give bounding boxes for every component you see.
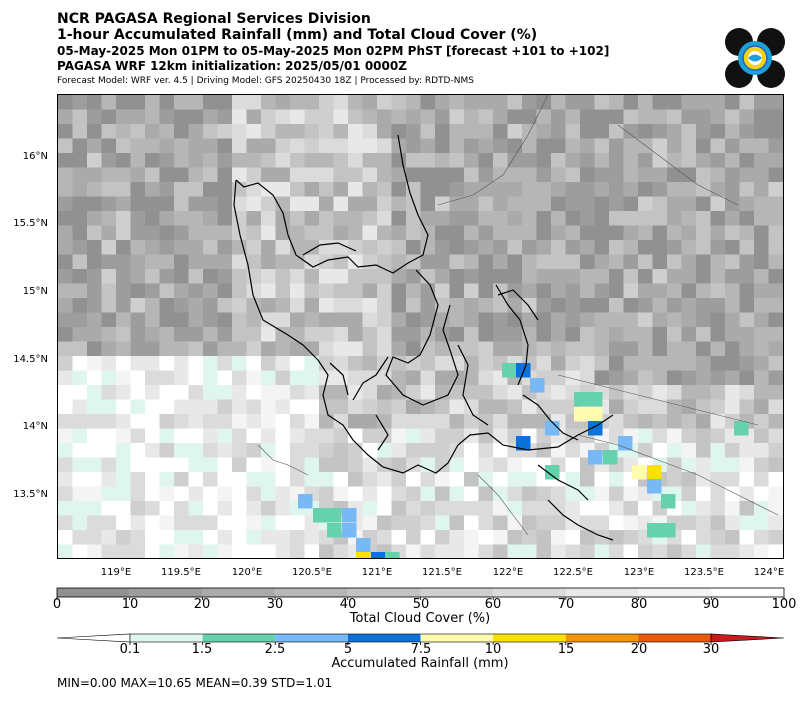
cloud-bin-0 — [57, 588, 130, 597]
cloud-bin-3 — [275, 588, 348, 597]
cloud-tick-20: 20 — [193, 597, 211, 612]
lon-label-119-5: 119.5°E — [161, 567, 201, 578]
lat-label-13-5: 13.5°N — [13, 489, 48, 500]
lon-label-120: 120°E — [231, 567, 263, 578]
rain-bin-5 — [420, 634, 494, 642]
title-line-2: 1-hour Accumulated Rainfall (mm) and Tot… — [57, 27, 538, 43]
lon-label-121-5: 121.5°E — [422, 567, 462, 578]
cloud-colorbar-frame — [56, 587, 785, 598]
map-grid — [58, 95, 783, 558]
rain-bin-1 — [130, 634, 203, 642]
cloud-tick-0: 0 — [52, 597, 62, 612]
rain-tick-30: 30 — [702, 642, 720, 657]
cloud-bin-9 — [711, 588, 784, 597]
rain-tick-20: 20 — [630, 642, 648, 657]
statistics-line: MIN=0.00 MAX=10.65 MEAN=0.39 STD=1.01 — [57, 676, 333, 690]
cloud-bin-5 — [420, 588, 494, 597]
cloud-tick-30: 30 — [266, 597, 284, 612]
coastlines — [233, 134, 614, 541]
lon-label-122-5: 122.5°E — [553, 567, 593, 578]
lat-label-15: 15°N — [22, 286, 48, 297]
lon-label-119: 119°E — [100, 567, 132, 578]
rain-under-triangle — [56, 633, 131, 643]
cloud-tick-70: 70 — [557, 597, 575, 612]
lat-label-16: 16°N — [22, 151, 48, 162]
rain-tick-10: 10 — [484, 642, 502, 657]
lon-label-122: 122°E — [492, 567, 524, 578]
lon-label-123-5: 123.5°E — [684, 567, 724, 578]
rain-tick-7-5: 7.5 — [410, 642, 432, 657]
cloud-bin-6 — [493, 588, 566, 597]
rain-bin-6 — [493, 634, 566, 642]
lat-label-14-5: 14.5°N — [13, 354, 48, 365]
initialization-time: PAGASA WRF 12km initialization: 2025/05/… — [57, 59, 407, 73]
rain-tick-2-5: 2.5 — [264, 642, 286, 657]
model-info: Forecast Model: WRF ver. 4.5 | Driving M… — [57, 76, 474, 86]
cloud-tick-10: 10 — [121, 597, 139, 612]
cloud-tick-50: 50 — [412, 597, 430, 612]
rain-tick-1-5: 1.5 — [191, 642, 213, 657]
lat-label-15-5: 15.5°N — [13, 218, 48, 229]
cloud-bin-1 — [129, 588, 203, 597]
province-boundaries — [257, 95, 779, 536]
forecast-period: 05-May-2025 Mon 01PM to 05-May-2025 Mon … — [57, 44, 610, 58]
rain-bin-7 — [565, 634, 639, 642]
title-line-1: NCR PAGASA Regional Services Division — [57, 11, 371, 27]
rain-over-triangle — [710, 633, 785, 643]
cloud-tick-60: 60 — [484, 597, 502, 612]
rain-bin-4 — [347, 634, 421, 642]
rain-tick-15: 15 — [557, 642, 575, 657]
rainfall-cloud-map — [57, 94, 784, 559]
cloud-tick-40: 40 — [339, 597, 357, 612]
lon-label-124: 124°E — [753, 567, 785, 578]
cloud-bin-2 — [202, 588, 276, 597]
lon-label-120-5: 120.5°E — [292, 567, 332, 578]
pagasa-logo-icon — [725, 28, 785, 88]
rain-colorbar-label: Accumulated Rainfall (mm) — [331, 656, 509, 671]
rain-bin-3 — [275, 634, 348, 642]
cloud-bin-8 — [638, 588, 712, 597]
cloud-bin-7 — [565, 588, 639, 597]
lon-label-123: 123°E — [623, 567, 655, 578]
rainfall-cells — [298, 363, 749, 558]
lat-label-14: 14°N — [22, 421, 48, 432]
rain-colorbar-frame — [129, 633, 712, 643]
cloud-tick-100: 100 — [771, 597, 797, 612]
cloud-bin-4 — [347, 588, 421, 597]
rain-tick-0-1: 0.1 — [119, 642, 141, 657]
rain-bin-2 — [202, 634, 276, 642]
rain-bin-8 — [638, 634, 711, 642]
cloud-tick-80: 80 — [630, 597, 648, 612]
cloud-tick-90: 90 — [702, 597, 720, 612]
lon-label-121: 121°E — [361, 567, 393, 578]
rain-tick-5: 5 — [343, 642, 353, 657]
cloud-cover-grid — [58, 95, 783, 558]
cloud-colorbar-label: Total Cloud Cover (%) — [349, 611, 491, 626]
